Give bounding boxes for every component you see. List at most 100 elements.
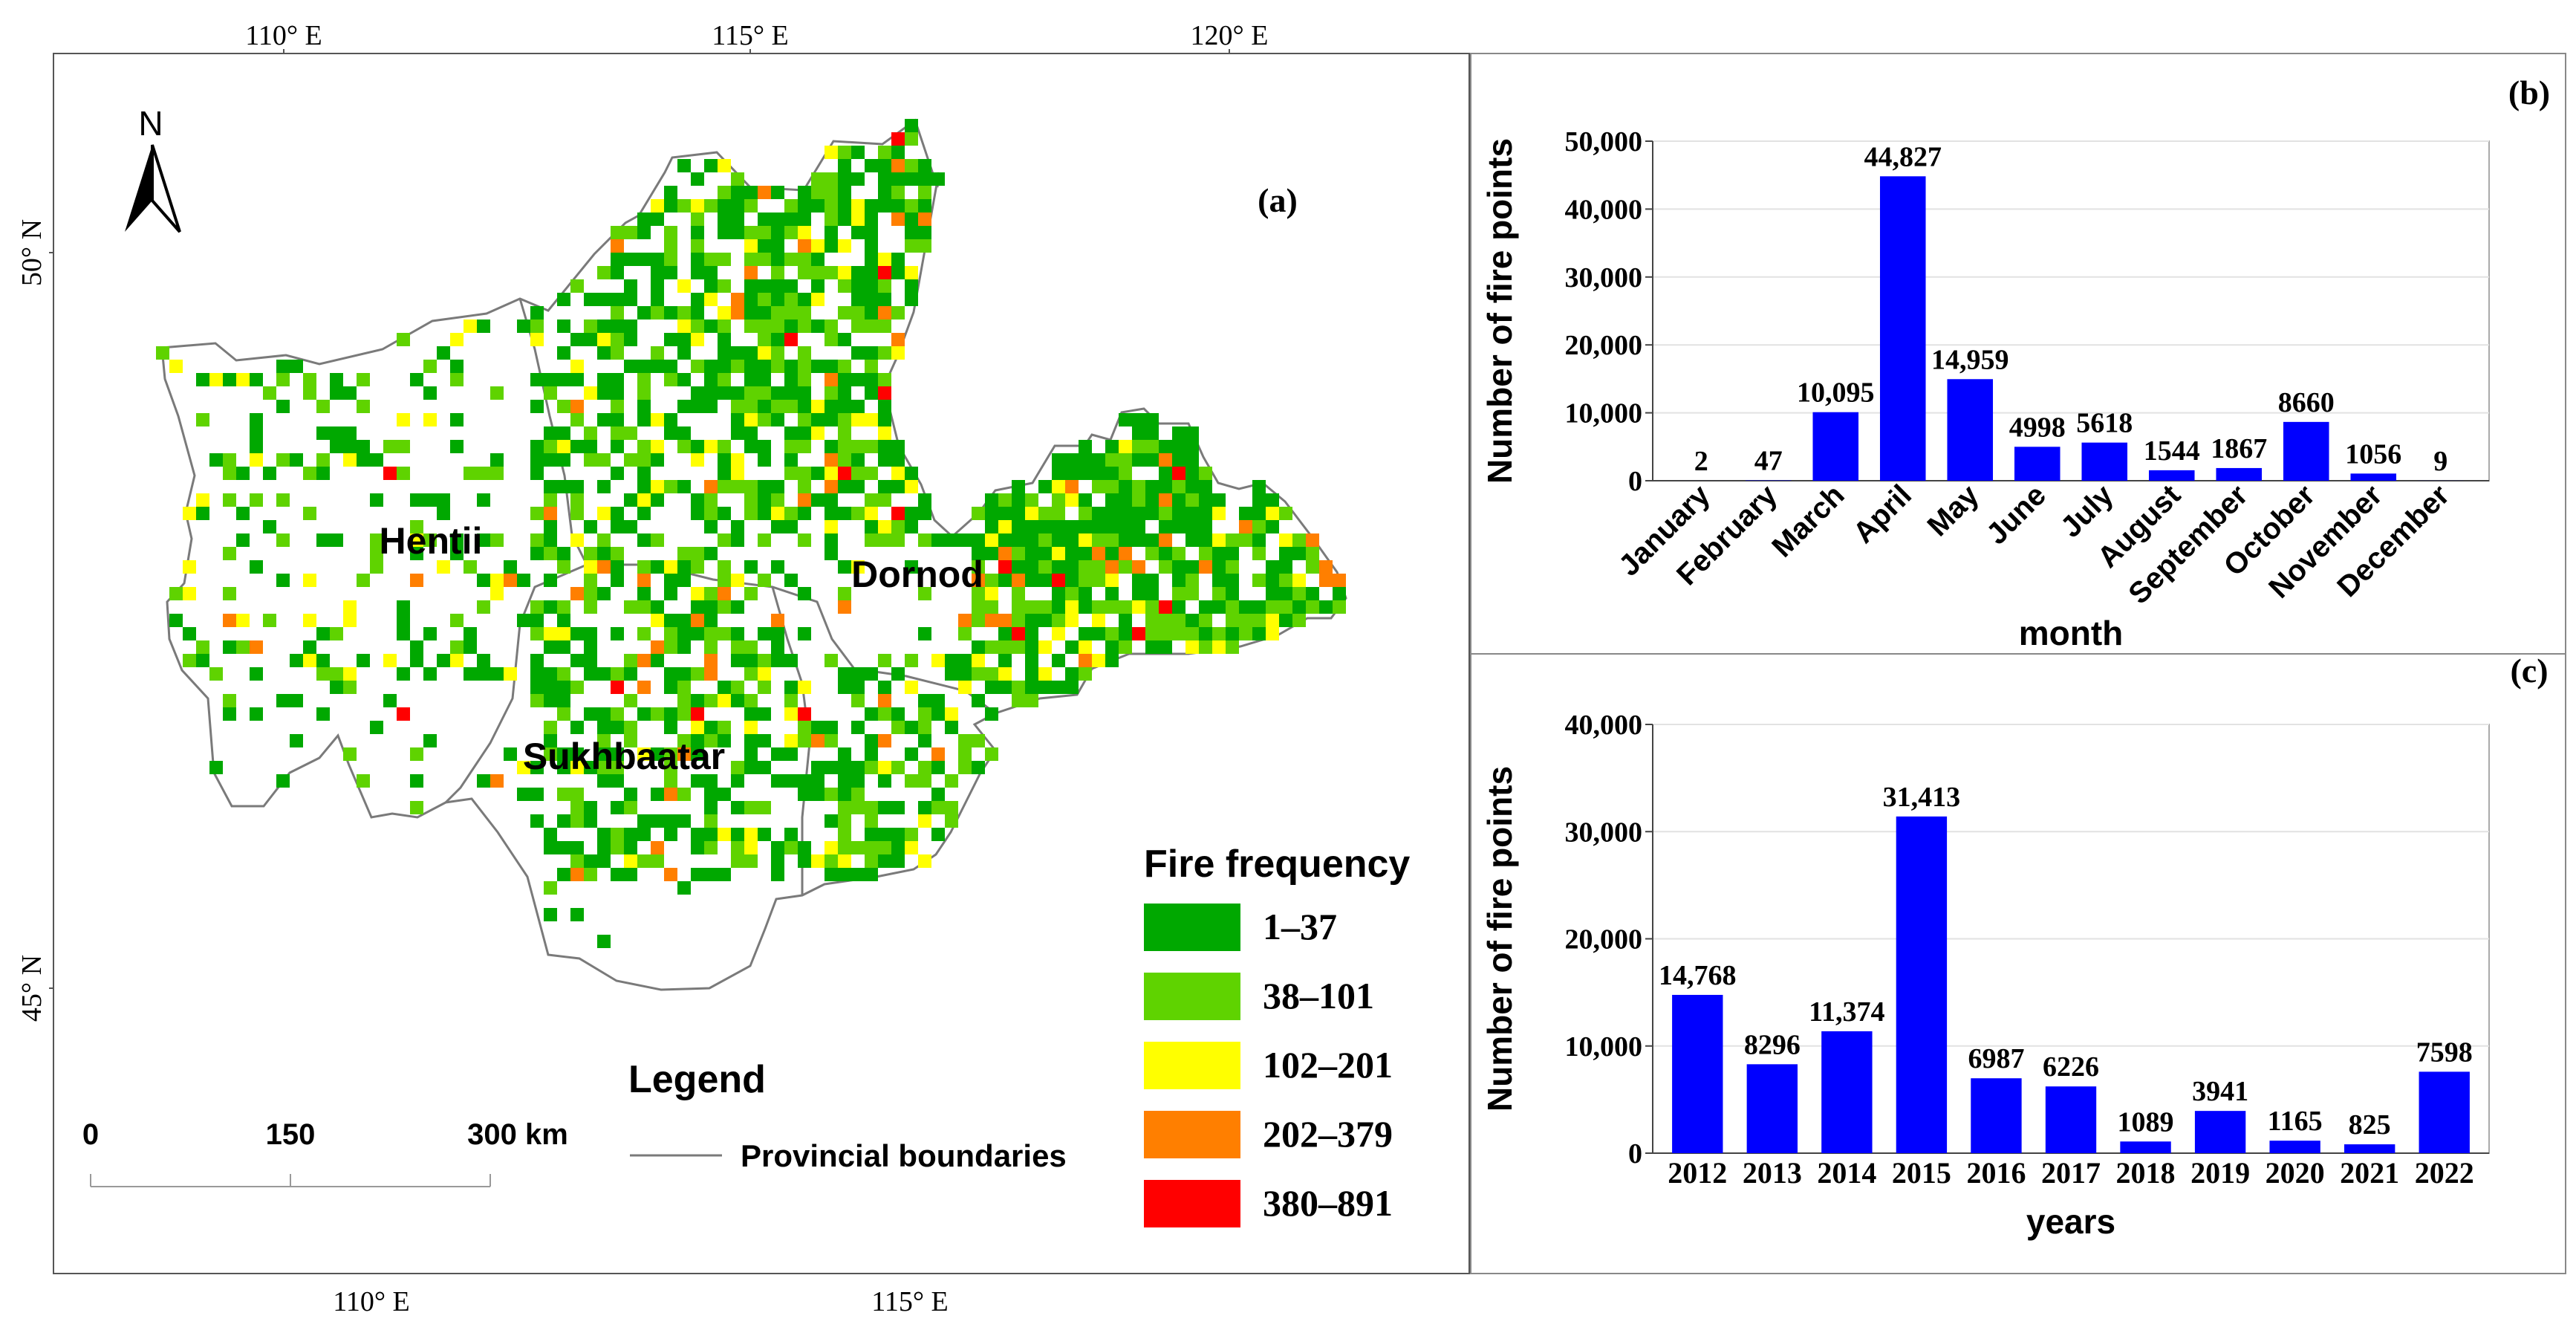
fire-class-label: 202–379 [1263, 1113, 1393, 1155]
fire-cell [985, 520, 998, 533]
fire-cell [544, 828, 557, 841]
fire-cell [557, 694, 570, 707]
fire-cell [878, 373, 891, 386]
fire-cell [450, 373, 464, 386]
fire-cell [851, 453, 865, 467]
fire-cell [637, 373, 651, 386]
fire-cell [1252, 520, 1266, 533]
fire-cell [544, 386, 557, 400]
fire-cell [691, 667, 704, 681]
fire-cell [784, 654, 798, 667]
fire-cell [985, 533, 998, 547]
fire-cell [570, 533, 584, 547]
fire-cell [865, 801, 878, 814]
fire-cell [557, 453, 570, 467]
fire-cell [731, 293, 744, 306]
fire-cell [330, 533, 343, 547]
fire-cell [691, 293, 704, 306]
fire-cell [196, 654, 209, 667]
fire-cell [303, 386, 316, 400]
fire-cell [677, 734, 691, 747]
fire-cell [169, 360, 183, 373]
bar [2045, 1086, 2097, 1153]
fire-cell [851, 761, 865, 774]
bar [2419, 1071, 2470, 1153]
fire-cell [1159, 507, 1172, 520]
fire-cell [838, 426, 851, 440]
fire-cell [811, 493, 824, 507]
fire-cell [530, 453, 544, 467]
fire-class-swatch [1144, 904, 1240, 951]
fire-cell [1185, 440, 1199, 453]
fire-cell [718, 199, 731, 213]
fire-cell [624, 520, 637, 533]
fire-cell [1159, 453, 1172, 467]
fire-cell [530, 627, 544, 640]
fire-cell [1012, 600, 1025, 614]
bar-value-label: 7598 [2416, 1037, 2473, 1068]
fire-cell [316, 667, 330, 681]
fire-cell [931, 694, 945, 707]
fire-cell [972, 560, 985, 574]
fire-cell [557, 319, 570, 333]
fire-cell [196, 493, 209, 507]
fire-cell [1092, 467, 1105, 480]
fire-cell [758, 654, 771, 667]
fire-cell [798, 186, 811, 199]
fire-cell [704, 199, 718, 213]
fire-cell [878, 694, 891, 707]
fire-cell [704, 587, 718, 600]
fire-cell [1105, 600, 1119, 614]
fire-cell [1159, 520, 1172, 533]
fire-cell [958, 734, 972, 747]
fire-cell [651, 266, 664, 279]
fire-cell [530, 306, 544, 319]
fire-cell [744, 801, 758, 814]
fire-cell [1132, 493, 1145, 507]
fire-cell [343, 667, 357, 681]
fire-cell [1172, 614, 1185, 627]
fire-cell [771, 493, 784, 507]
fire-cell [784, 574, 798, 587]
fire-cell [664, 239, 677, 253]
fire-cell [758, 306, 771, 319]
fire-cell [611, 333, 624, 346]
fire-cell [611, 266, 624, 279]
fire-cell [891, 520, 905, 533]
fire-cell [1052, 533, 1065, 547]
fire-cell [824, 493, 838, 507]
x-tick-label: 2020 [2266, 1156, 2325, 1190]
bar-value-label: 1056 [2345, 438, 2401, 470]
fire-cell [544, 440, 557, 453]
fire-cell [276, 574, 290, 587]
fire-cell [838, 774, 851, 788]
y-axis-label: Number of fire points [1480, 766, 1519, 1112]
fire-cell [878, 734, 891, 747]
fire-cell [824, 413, 838, 426]
fire-cell [1079, 640, 1092, 654]
fire-cell [744, 239, 758, 253]
fire-cell [557, 547, 570, 560]
fire-cell [664, 306, 677, 319]
fire-cell [771, 747, 784, 761]
fire-cell [637, 600, 651, 614]
bar-value-label: 47 [1754, 446, 1783, 477]
fire-cell [1065, 547, 1079, 560]
fire-cell [731, 801, 744, 814]
fire-cell [1119, 467, 1132, 480]
fire-cell [1052, 560, 1065, 574]
fire-cell [784, 507, 798, 520]
fire-cell [557, 667, 570, 681]
fire-cell [677, 199, 691, 213]
bar [2344, 1144, 2396, 1153]
fire-cell [931, 788, 945, 801]
fire-cell [744, 226, 758, 239]
fire-cell [209, 667, 223, 681]
fire-cell [811, 854, 824, 868]
fire-cell [824, 533, 838, 547]
fire-cell [1199, 627, 1212, 640]
fire-cell [1079, 533, 1092, 547]
fire-cell [664, 707, 677, 721]
fire-cell [731, 627, 744, 640]
fire-cell [1185, 507, 1199, 520]
